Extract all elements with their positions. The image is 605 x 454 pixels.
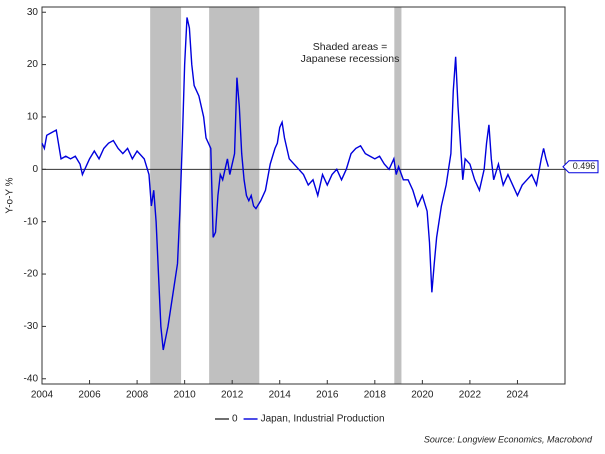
x-tick-label: 2018 (364, 390, 387, 401)
x-tick-label: 2012 (221, 390, 244, 401)
source: Source: Longview Economics, Macrobond (424, 434, 593, 444)
x-tick-label: 2010 (174, 390, 197, 401)
legend-label: Japan, Industrial Production (261, 414, 385, 425)
y-tick-label: 0 (32, 164, 38, 175)
recession-shade (394, 7, 402, 384)
x-tick-label: 2016 (316, 390, 339, 401)
x-tick-label: 2022 (459, 390, 482, 401)
x-tick-label: 2004 (31, 390, 54, 401)
y-tick-label: 30 (27, 7, 39, 18)
recession-shade (150, 7, 182, 384)
x-tick-label: 2014 (269, 390, 292, 401)
x-tick-label: 2006 (78, 390, 101, 401)
y-tick-label: -30 (24, 321, 39, 332)
series-line (41, 17, 550, 351)
y-tick-label: -40 (24, 373, 39, 384)
annotation: Shaded areas = (313, 41, 387, 53)
y-tick-label: 20 (27, 59, 39, 70)
y-axis-label: Y-o-Y % (5, 177, 16, 213)
end-label: 0.496 (573, 161, 596, 171)
annotation: Japanese recessions (301, 53, 400, 65)
x-tick-label: 2008 (126, 390, 149, 401)
y-tick-label: 10 (27, 112, 39, 123)
x-tick-label: 2024 (506, 390, 529, 401)
legend-label: 0 (232, 414, 238, 425)
y-tick-label: -20 (24, 269, 39, 280)
y-tick-label: -10 (24, 216, 39, 227)
x-tick-label: 2020 (411, 390, 434, 401)
end-label-box (562, 160, 599, 174)
plot-frame (41, 6, 566, 385)
